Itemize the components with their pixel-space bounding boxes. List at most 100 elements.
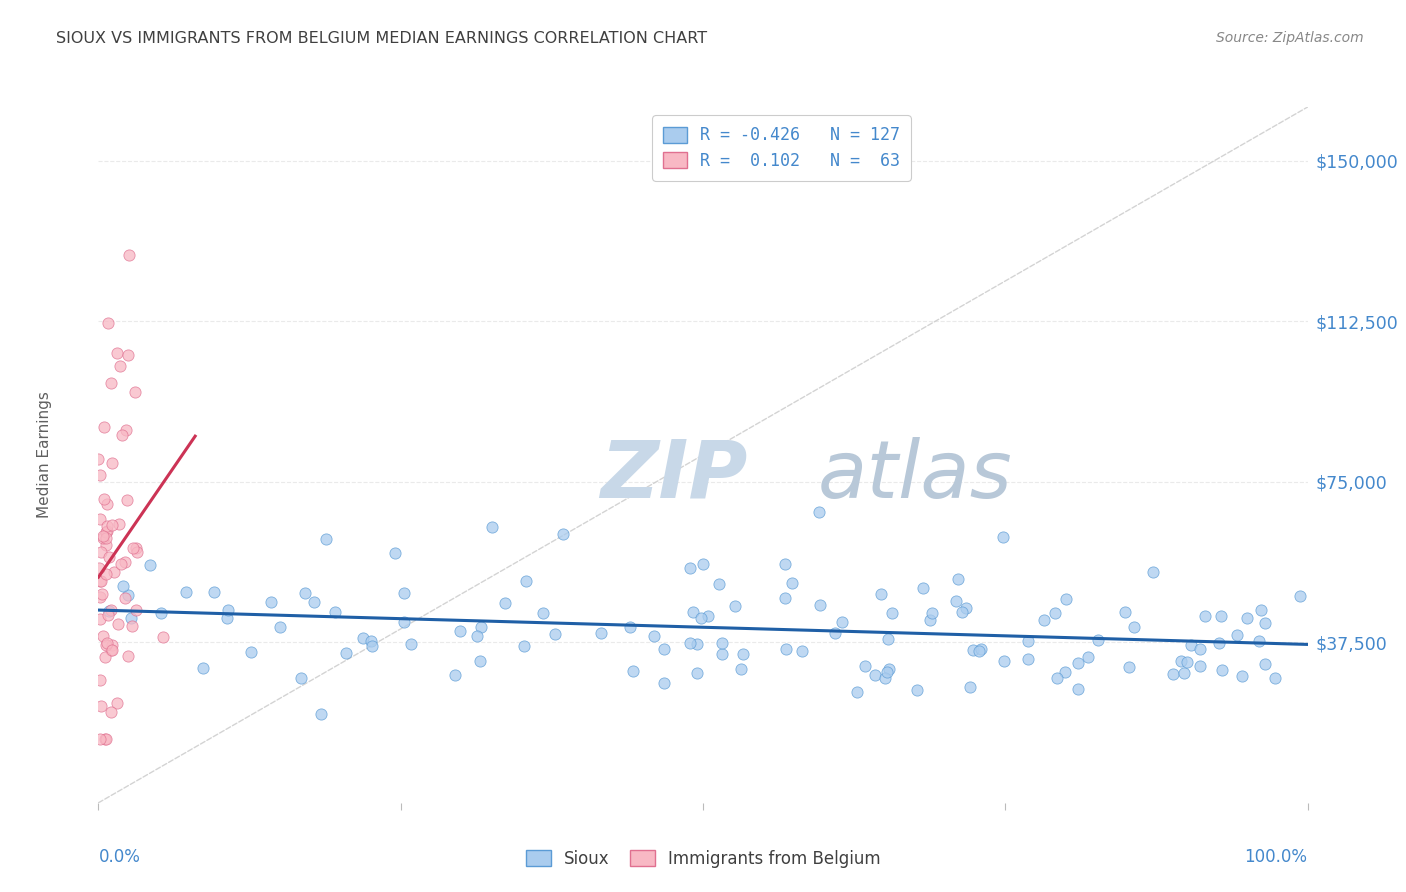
- Point: [970, 642, 993, 657]
- Point: [853, 658, 876, 673]
- Point: [1077, 650, 1099, 665]
- Point: [1236, 610, 1258, 624]
- Point: [1209, 609, 1232, 624]
- Point: [912, 582, 935, 596]
- Point: [150, 607, 173, 621]
- Point: [90, 545, 112, 559]
- Point: [94, 538, 117, 552]
- Point: [780, 575, 803, 590]
- Point: [1032, 614, 1054, 628]
- Point: [110, 558, 132, 572]
- Point: [97, 549, 120, 564]
- Point: [100, 518, 122, 533]
- Point: [643, 629, 665, 643]
- Point: [948, 572, 970, 586]
- Point: [652, 642, 675, 657]
- Point: [217, 603, 239, 617]
- Point: [1067, 656, 1090, 670]
- Point: [302, 595, 325, 609]
- Point: [845, 684, 868, 698]
- Point: [1254, 615, 1277, 630]
- Point: [121, 619, 143, 633]
- Point: [89, 673, 111, 688]
- Point: [654, 676, 676, 690]
- Point: [1211, 663, 1233, 677]
- Point: [352, 631, 374, 645]
- Text: Median Earnings: Median Earnings: [37, 392, 52, 518]
- Point: [217, 611, 239, 625]
- Point: [111, 428, 134, 442]
- Point: [1175, 655, 1198, 669]
- Point: [96, 497, 118, 511]
- Point: [107, 516, 129, 531]
- Point: [481, 520, 503, 534]
- Point: [870, 587, 893, 601]
- Point: [105, 346, 128, 360]
- Point: [692, 557, 714, 571]
- Point: [269, 620, 291, 634]
- Point: [96, 531, 118, 545]
- Point: [89, 612, 111, 626]
- Point: [89, 512, 111, 526]
- Point: [100, 376, 122, 391]
- Point: [865, 668, 887, 682]
- Point: [730, 662, 752, 676]
- Point: [1114, 605, 1136, 619]
- Point: [773, 591, 796, 606]
- Point: [392, 615, 415, 629]
- Point: [112, 579, 135, 593]
- Point: [174, 585, 197, 599]
- Point: [449, 624, 471, 638]
- Point: [204, 584, 226, 599]
- Point: [103, 565, 125, 579]
- Point: [711, 647, 734, 661]
- Point: [96, 518, 118, 533]
- Point: [682, 606, 704, 620]
- Point: [94, 638, 117, 652]
- Point: [959, 680, 981, 694]
- Point: [1230, 669, 1253, 683]
- Point: [125, 541, 148, 555]
- Point: [1087, 632, 1109, 647]
- Point: [1194, 609, 1216, 624]
- Point: [124, 384, 146, 399]
- Point: [94, 650, 117, 665]
- Legend: R = -0.426   N = 127, R =  0.102   N =  63: R = -0.426 N = 127, R = 0.102 N = 63: [652, 115, 911, 180]
- Point: [392, 586, 415, 600]
- Point: [89, 590, 111, 604]
- Point: [1173, 665, 1195, 680]
- Point: [921, 606, 943, 620]
- Point: [118, 248, 141, 262]
- Point: [260, 595, 283, 609]
- Point: [468, 654, 491, 668]
- Point: [589, 626, 612, 640]
- Text: 0.0%: 0.0%: [98, 848, 141, 866]
- Point: [1188, 642, 1211, 657]
- Point: [1264, 671, 1286, 685]
- Point: [87, 561, 110, 575]
- Point: [1066, 682, 1088, 697]
- Point: [679, 636, 702, 650]
- Point: [90, 699, 112, 714]
- Point: [100, 642, 122, 657]
- Point: [877, 662, 900, 676]
- Point: [114, 591, 136, 605]
- Point: [1250, 603, 1272, 617]
- Text: Source: ZipAtlas.com: Source: ZipAtlas.com: [1216, 31, 1364, 45]
- Point: [1043, 606, 1066, 620]
- Point: [991, 530, 1014, 544]
- Point: [384, 546, 406, 560]
- Point: [105, 696, 128, 710]
- Point: [117, 649, 139, 664]
- Point: [875, 671, 897, 685]
- Point: [315, 532, 337, 546]
- Point: [470, 620, 492, 634]
- Point: [531, 606, 554, 620]
- Point: [1054, 665, 1077, 679]
- Point: [1208, 636, 1230, 650]
- Point: [97, 316, 120, 330]
- Point: [90, 587, 112, 601]
- Point: [831, 615, 853, 629]
- Point: [808, 598, 831, 612]
- Point: [97, 608, 120, 623]
